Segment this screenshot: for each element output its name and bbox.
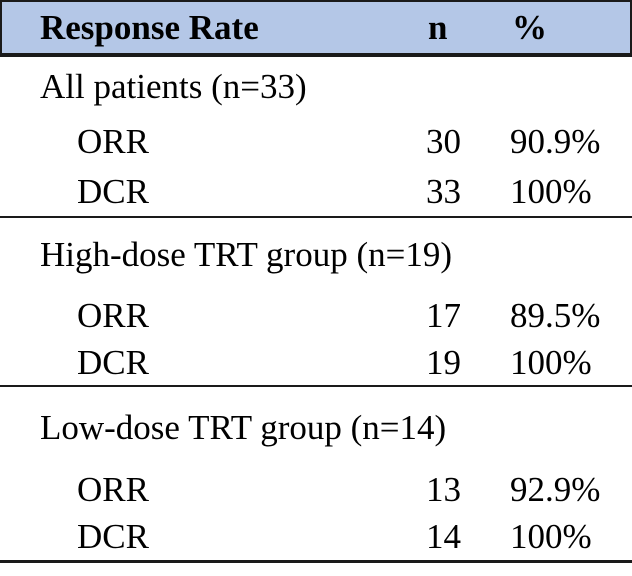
column-header-response-rate: Response Rate [40,7,259,47]
group-label: Low-dose TRT group (n=14) [40,407,447,447]
table-row: ORR 30 90.9% [0,115,632,167]
table-row: DCR 19 100% [0,340,632,385]
group-header-row: All patients (n=33) [0,57,632,115]
row-label: DCR [77,343,149,382]
section-low-dose: Low-dose TRT group (n=14) ORR 13 92.9% D… [0,387,632,563]
row-n-value: 14 [426,516,461,556]
row-n-value: 13 [426,470,461,509]
row-n-value: 33 [426,172,461,211]
row-label: ORR [77,121,149,161]
row-label: DCR [77,516,149,556]
column-header-n: n [428,7,448,47]
row-percent-value: 100% [510,172,592,211]
row-percent-value: 100% [510,343,592,382]
group-label: High-dose TRT group (n=19) [40,234,453,274]
row-n-value: 17 [426,295,461,335]
row-percent-value: 90.9% [510,121,601,161]
section-all-patients: All patients (n=33) ORR 30 90.9% DCR 33 … [0,57,632,218]
row-n-value: 19 [426,343,461,382]
row-percent-value: 92.9% [510,470,601,509]
row-percent-value: 89.5% [510,295,601,335]
row-label: DCR [77,172,149,211]
group-label: All patients (n=33) [40,66,307,106]
row-n-value: 30 [426,121,461,161]
group-header-row: Low-dose TRT group (n=14) [0,387,632,467]
table-row: DCR 33 100% [0,167,632,216]
table-row: DCR 14 100% [0,512,632,560]
section-high-dose: High-dose TRT group (n=19) ORR 17 89.5% … [0,218,632,387]
table-header-row: Response Rate n % [0,0,632,57]
table-row: ORR 13 92.9% [0,467,632,512]
group-header-row: High-dose TRT group (n=19) [0,218,632,290]
row-label: ORR [77,470,149,509]
response-rate-table: Response Rate n % All patients (n=33) OR… [0,0,632,563]
row-label: ORR [77,295,149,335]
column-header-percent: % [512,7,547,47]
row-percent-value: 100% [510,516,592,556]
table-row: ORR 17 89.5% [0,290,632,340]
